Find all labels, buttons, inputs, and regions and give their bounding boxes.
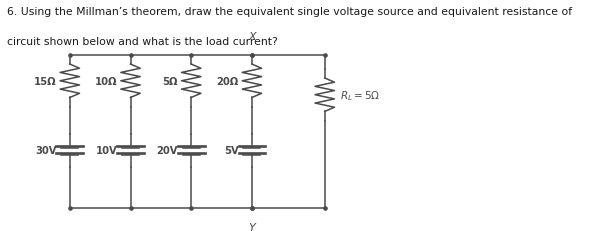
Text: 5V: 5V [224,146,239,156]
Text: $R_L = 5\Omega$: $R_L = 5\Omega$ [340,88,380,102]
Text: 20V: 20V [157,146,178,156]
Text: circuit shown below and what is the load current?: circuit shown below and what is the load… [7,37,278,47]
Text: 10Ω: 10Ω [95,76,117,86]
Text: 30V: 30V [35,146,56,156]
Text: 6. Using the Millman’s theorem, draw the equivalent single voltage source and eq: 6. Using the Millman’s theorem, draw the… [7,7,572,17]
Text: Y: Y [248,222,256,231]
Text: X: X [248,32,256,42]
Text: 15Ω: 15Ω [34,76,56,86]
Text: 5Ω: 5Ω [162,76,178,86]
Text: 20Ω: 20Ω [216,76,239,86]
Text: 10V: 10V [95,146,117,156]
